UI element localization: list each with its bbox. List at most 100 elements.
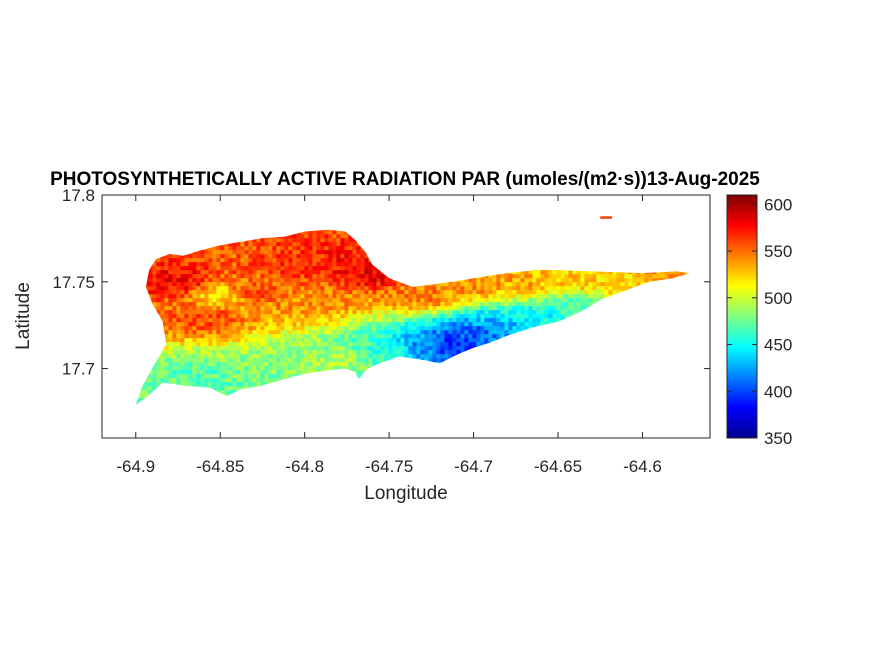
heatmap-cell <box>332 266 337 271</box>
heatmap-cell <box>176 270 181 275</box>
heatmap-cell <box>532 338 537 343</box>
heatmap-cell <box>392 358 397 363</box>
heatmap-cell <box>284 326 289 331</box>
heatmap-cell <box>564 334 569 339</box>
heatmap-cell <box>472 326 477 331</box>
heatmap-cell <box>296 242 301 247</box>
heatmap-cell <box>568 310 573 315</box>
heatmap-cell <box>680 310 685 315</box>
heatmap-cell <box>260 310 265 315</box>
heatmap-cell <box>580 282 585 287</box>
heatmap-cell <box>508 306 513 311</box>
heatmap-cell <box>592 330 597 335</box>
heatmap-cell <box>204 238 209 243</box>
heatmap-cell <box>468 270 473 275</box>
heatmap-cell <box>588 274 593 279</box>
heatmap-cell <box>656 274 661 279</box>
heatmap-cell <box>320 354 325 359</box>
heatmap-cell <box>520 342 525 347</box>
heatmap-cell <box>572 238 577 243</box>
heatmap-cell <box>260 350 265 355</box>
heatmap-cell <box>624 254 629 259</box>
heatmap-cell <box>312 306 317 311</box>
heatmap-cell <box>664 294 669 299</box>
heatmap-cell <box>144 270 149 275</box>
heatmap-cell <box>568 314 573 319</box>
heatmap-cell <box>492 342 497 347</box>
heatmap-cell <box>160 302 165 307</box>
heatmap-cell <box>168 346 173 351</box>
heatmap-cell <box>536 342 541 347</box>
heatmap-cell <box>572 362 577 367</box>
heatmap-cell <box>172 250 177 255</box>
heatmap-cell <box>456 230 461 235</box>
heatmap-cell <box>368 286 373 291</box>
heatmap-cell <box>352 290 357 295</box>
heatmap-cell <box>180 258 185 263</box>
heatmap-cell <box>300 318 305 323</box>
heatmap-cell <box>628 262 633 267</box>
heatmap-cell <box>396 346 401 351</box>
heatmap-cell <box>364 238 369 243</box>
heatmap-cell <box>348 266 353 271</box>
heatmap-cell <box>316 242 321 247</box>
heatmap-cell <box>432 350 437 355</box>
heatmap-cell <box>568 326 573 331</box>
heatmap-cell <box>648 354 653 359</box>
heatmap-cell <box>600 362 605 367</box>
heatmap-cell <box>312 294 317 299</box>
heatmap-cell <box>392 246 397 251</box>
heatmap-cell <box>588 342 593 347</box>
heatmap-cell <box>648 278 653 283</box>
heatmap-cell <box>444 278 449 283</box>
heatmap-cell <box>228 318 233 323</box>
heatmap-cell <box>696 322 700 326</box>
heatmap-cell <box>484 362 489 367</box>
heatmap-cell <box>252 290 257 295</box>
heatmap-cell <box>376 254 381 259</box>
heatmap-cell <box>640 346 645 351</box>
heatmap-cell <box>376 286 381 291</box>
heatmap-cell <box>660 326 665 331</box>
heatmap-cell <box>452 302 457 307</box>
heatmap-cell <box>224 322 229 327</box>
heatmap-cell <box>580 278 585 283</box>
heatmap-cell <box>536 318 541 323</box>
heatmap-cell <box>540 238 545 243</box>
heatmap-cell <box>480 278 485 283</box>
heatmap-cell <box>600 238 605 243</box>
heatmap-cell <box>692 342 696 346</box>
heatmap-cell <box>660 342 665 347</box>
heatmap-cell <box>628 310 633 315</box>
heatmap-cell <box>436 250 441 255</box>
heatmap-cell <box>368 306 373 311</box>
heatmap-cell <box>224 338 229 343</box>
heatmap-cell <box>548 302 553 307</box>
heatmap-cell <box>296 338 301 343</box>
heatmap-cell <box>252 242 257 247</box>
heatmap-cell <box>276 346 281 351</box>
heatmap-cell <box>612 254 617 259</box>
heatmap-cell <box>676 334 681 339</box>
heatmap-cell <box>344 250 349 255</box>
heatmap-cell <box>388 330 393 335</box>
heatmap-cell <box>220 342 225 347</box>
heatmap-cell <box>332 282 337 287</box>
heatmap-cell <box>135 242 137 247</box>
heatmap-cell <box>276 254 281 259</box>
heatmap-cell <box>384 246 389 251</box>
heatmap-cell <box>516 342 521 347</box>
heatmap-cell <box>412 306 417 311</box>
heatmap-cell <box>576 246 581 251</box>
heatmap-cell <box>660 362 665 367</box>
heatmap-cell <box>376 246 381 251</box>
heatmap-cell <box>580 230 585 235</box>
heatmap-cell <box>252 342 257 347</box>
heatmap-cell <box>652 298 657 303</box>
heatmap-cell <box>264 334 269 339</box>
heatmap-cell <box>364 350 369 355</box>
heatmap-cell <box>468 258 473 263</box>
heatmap-cell <box>336 250 341 255</box>
heatmap-cell <box>680 334 685 339</box>
heatmap-cell <box>668 286 673 291</box>
